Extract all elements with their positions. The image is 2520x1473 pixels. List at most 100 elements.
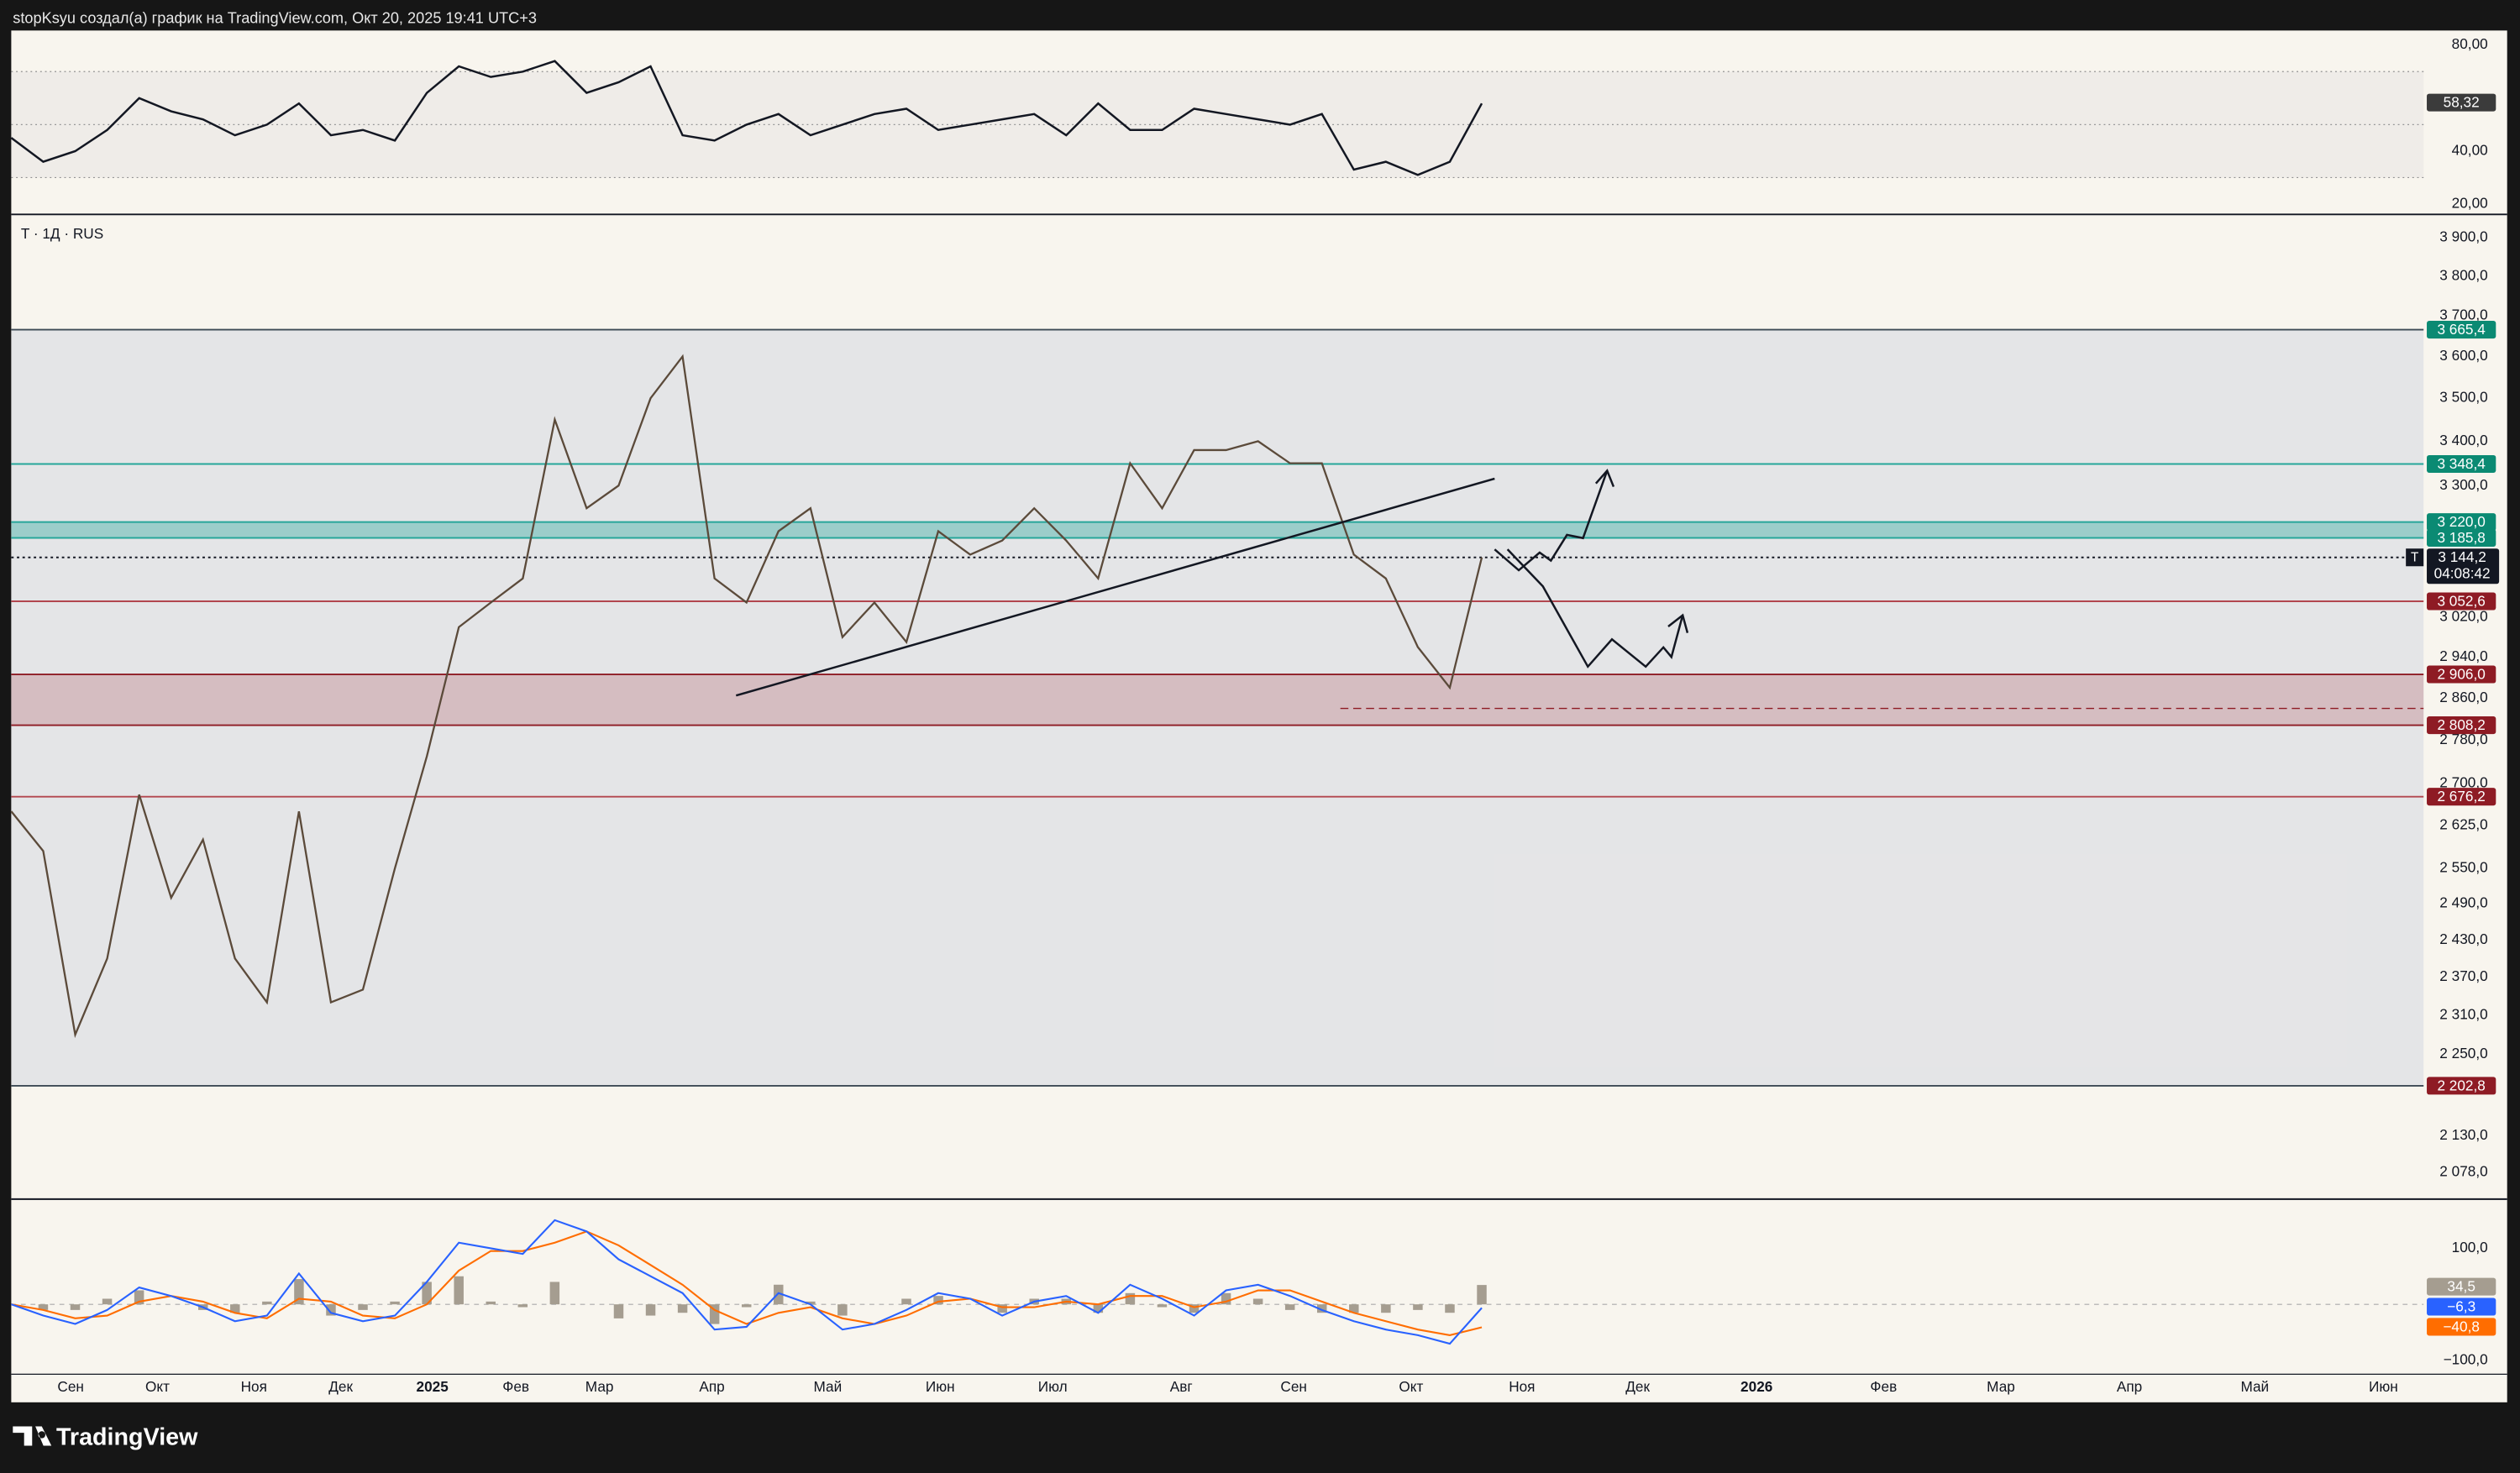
brand: TradingView — [56, 1423, 198, 1450]
x-tick-label: Сен — [57, 1378, 84, 1395]
hist-bar — [422, 1282, 432, 1305]
hist-bar — [741, 1304, 752, 1308]
hist-bar — [837, 1304, 848, 1316]
y-tick-label: 2 490,0 — [2439, 894, 2487, 911]
hist-bar — [1252, 1298, 1263, 1305]
level-label-box — [2427, 1077, 2496, 1095]
hist-bar — [709, 1304, 720, 1324]
y-tick-label: 2 250,0 — [2439, 1045, 2487, 1062]
level-label-box — [2427, 454, 2496, 474]
level-label: 2 906,0 — [2437, 666, 2485, 683]
level-label: 2 202,8 — [2437, 1077, 2485, 1093]
hist-bar — [262, 1301, 272, 1305]
hist-bar — [294, 1279, 304, 1305]
x-tick-label: Май — [2240, 1378, 2269, 1395]
hist-bar — [358, 1304, 368, 1310]
level-label: 3 052,6 — [2437, 593, 2485, 610]
zone — [11, 674, 2424, 726]
y-tick-label: 3 700,0 — [2439, 306, 2487, 322]
zone — [11, 522, 2424, 538]
hist-bar — [1413, 1304, 1423, 1310]
y-tick-label: 2 780,0 — [2439, 731, 2487, 747]
x-tick-label: Сен — [1280, 1378, 1307, 1395]
current-price: 3 144,2 — [2438, 548, 2486, 565]
y-tick-label: 2 370,0 — [2439, 967, 2487, 984]
y-tick-label: 2 625,0 — [2439, 815, 2487, 832]
hist-bar — [1349, 1304, 1359, 1313]
macd-last-box — [2427, 1297, 2496, 1316]
y-tick-label: 3 900,0 — [2439, 228, 2487, 244]
hist-bar — [677, 1304, 688, 1313]
level-label-box — [2427, 716, 2496, 735]
x-tick-label: Май — [813, 1378, 842, 1395]
y-tick-label: 2 430,0 — [2439, 930, 2487, 947]
hist-bar — [70, 1304, 81, 1310]
x-tick-label: Дек — [1625, 1378, 1650, 1395]
level-label-box — [2427, 788, 2496, 806]
y-tick-label: 3 600,0 — [2439, 347, 2487, 364]
x-tick-label: Окт — [145, 1378, 170, 1395]
rsi-last: 58,32 — [2444, 94, 2480, 111]
hist-bar — [1284, 1304, 1295, 1310]
y-tick-label: 2 700,0 — [2439, 774, 2487, 791]
drawings — [735, 469, 2424, 710]
x-tick-label: Фев — [502, 1378, 529, 1395]
x-tick-label: Авг — [1170, 1378, 1193, 1395]
x-tick-label: Мар — [585, 1378, 614, 1395]
header-text: stopKsyu создал(а) график на TradingView… — [13, 10, 537, 27]
x-tick-label: Июн — [926, 1378, 955, 1395]
current-box — [2427, 548, 2500, 584]
hist-bar — [134, 1290, 144, 1305]
hist-bar — [806, 1301, 816, 1305]
hist-bar — [1317, 1304, 1327, 1313]
x-tick-label: Фев — [1870, 1378, 1897, 1395]
macd-last: 34,5 — [2447, 1278, 2475, 1295]
macd-line — [11, 1219, 1483, 1345]
price-line — [10, 354, 1483, 1039]
hist-bar — [1381, 1304, 1391, 1313]
hist-bar — [613, 1304, 624, 1318]
y-tick-label: 20,00 — [2452, 195, 2488, 212]
level-label-box — [2427, 513, 2496, 532]
level-label-box — [2427, 665, 2496, 684]
rsi-last-box — [2427, 93, 2496, 112]
hist-bar — [38, 1304, 49, 1310]
y-tick-label: 2 550,0 — [2439, 859, 2487, 876]
level-label: 3 348,4 — [2437, 455, 2486, 472]
y-tick-label: 3 800,0 — [2439, 266, 2487, 283]
footer: TradingView — [13, 1423, 198, 1450]
x-tick-label: Окт — [1399, 1378, 1423, 1395]
hist-bar — [997, 1304, 1007, 1313]
x-tick-label: 2025 — [417, 1378, 449, 1395]
x-tick-label: Дек — [328, 1378, 353, 1395]
hist-bar — [549, 1282, 560, 1305]
level-label: 2 808,2 — [2437, 716, 2485, 733]
x-tick-label: Апр — [2117, 1378, 2142, 1395]
y-tick-label: 2 130,0 — [2439, 1126, 2487, 1143]
macd-last-box — [2427, 1318, 2496, 1336]
trend-line — [735, 477, 1495, 697]
hist-bar — [1221, 1292, 1231, 1305]
x-tick-label: 2026 — [1740, 1378, 1772, 1395]
hist-bar — [774, 1284, 784, 1305]
x-tick-label: Апр — [699, 1378, 724, 1395]
hist-bar — [933, 1296, 943, 1305]
symbol-marker-box — [2406, 548, 2424, 567]
hist-bar — [486, 1301, 496, 1305]
hist-bar — [326, 1304, 336, 1316]
level-label-box — [2427, 321, 2496, 339]
signal-line — [11, 1230, 1483, 1336]
x-tick-label: Июн — [2369, 1378, 2398, 1395]
hist-bar — [645, 1304, 656, 1316]
hist-bar — [230, 1304, 240, 1313]
symbol-label: T · 1Д · RUS — [21, 225, 103, 242]
y-tick-label: 3 500,0 — [2439, 389, 2487, 406]
hist-bar — [901, 1298, 911, 1305]
level-label: 3 220,0 — [2437, 513, 2485, 530]
y-tick-label: −100,0 — [2444, 1351, 2488, 1368]
y-tick-label: 2 860,0 — [2439, 689, 2487, 705]
y-tick-label: 2 940,0 — [2439, 647, 2487, 664]
x-tick-label: Июл — [1038, 1378, 1068, 1395]
forecast-up — [1494, 470, 1609, 572]
